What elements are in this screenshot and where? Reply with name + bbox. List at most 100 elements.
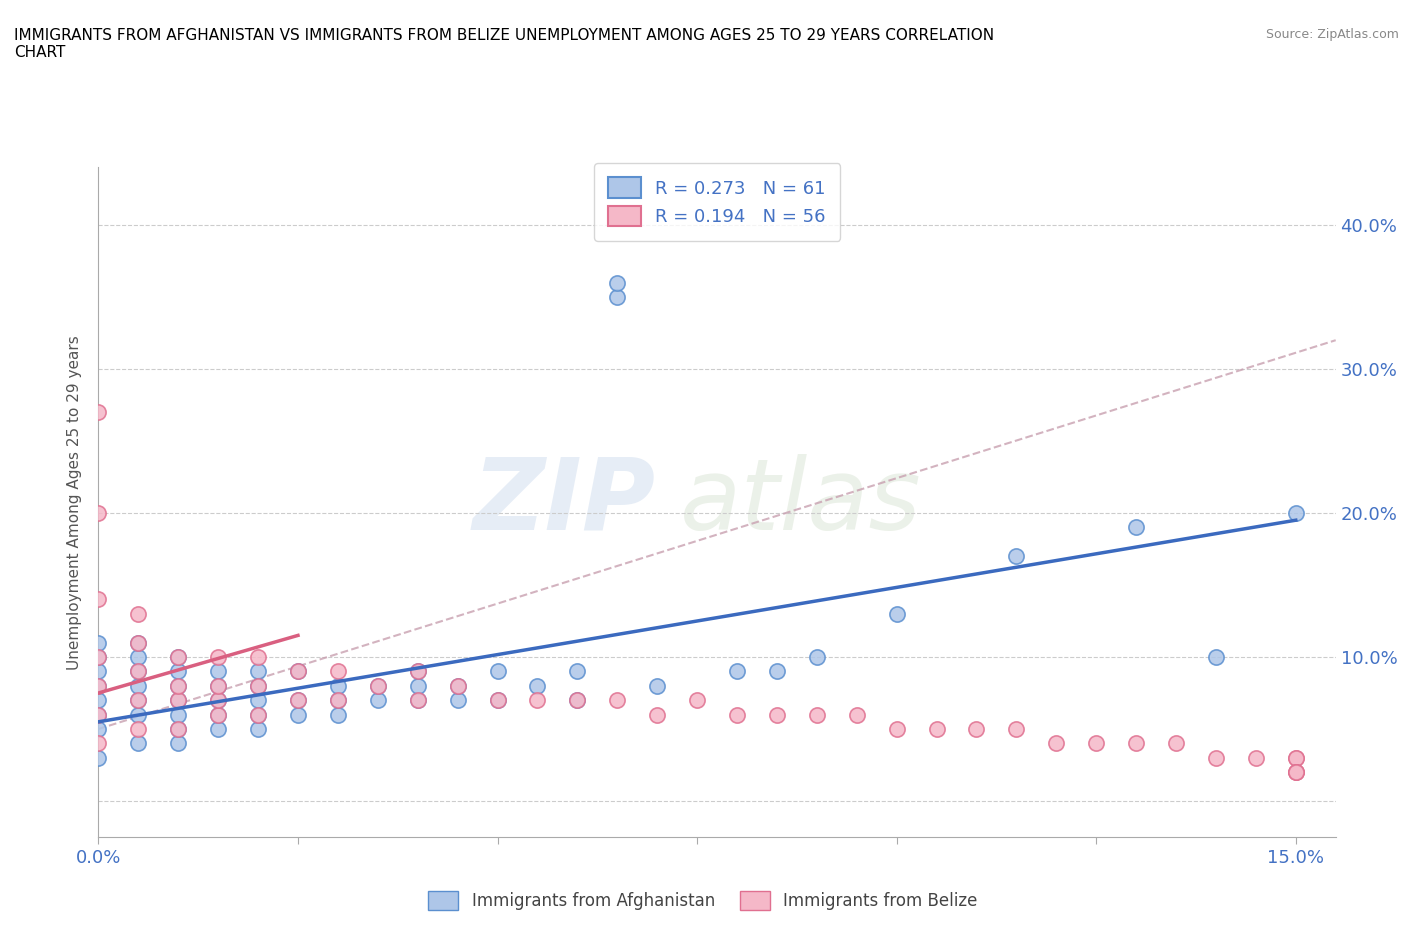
Point xyxy=(127,707,149,722)
Point xyxy=(207,722,229,737)
Point xyxy=(127,693,149,708)
Point xyxy=(287,707,309,722)
Point xyxy=(567,664,589,679)
Legend: Immigrants from Afghanistan, Immigrants from Belize: Immigrants from Afghanistan, Immigrants … xyxy=(422,884,984,917)
Point xyxy=(247,649,270,664)
Point xyxy=(87,693,110,708)
Point xyxy=(1285,506,1308,521)
Point xyxy=(446,678,468,693)
Point xyxy=(1125,736,1147,751)
Point xyxy=(567,693,589,708)
Point xyxy=(1244,751,1267,765)
Point xyxy=(367,678,389,693)
Point xyxy=(287,693,309,708)
Point xyxy=(247,664,270,679)
Text: IMMIGRANTS FROM AFGHANISTAN VS IMMIGRANTS FROM BELIZE UNEMPLOYMENT AMONG AGES 25: IMMIGRANTS FROM AFGHANISTAN VS IMMIGRANT… xyxy=(14,28,994,60)
Point xyxy=(1285,764,1308,779)
Legend: R = 0.273   N = 61, R = 0.194   N = 56: R = 0.273 N = 61, R = 0.194 N = 56 xyxy=(593,163,841,241)
Point xyxy=(247,707,270,722)
Point xyxy=(367,693,389,708)
Point xyxy=(806,649,828,664)
Point xyxy=(87,649,110,664)
Point xyxy=(87,405,110,419)
Point xyxy=(127,635,149,650)
Point xyxy=(247,707,270,722)
Point xyxy=(725,664,748,679)
Point xyxy=(127,736,149,751)
Point xyxy=(207,649,229,664)
Point xyxy=(606,275,628,290)
Point xyxy=(207,693,229,708)
Point xyxy=(127,606,149,621)
Point xyxy=(766,664,789,679)
Point xyxy=(87,736,110,751)
Point xyxy=(1285,764,1308,779)
Point xyxy=(1285,751,1308,765)
Point xyxy=(167,736,190,751)
Point xyxy=(406,664,429,679)
Point xyxy=(287,664,309,679)
Text: Source: ZipAtlas.com: Source: ZipAtlas.com xyxy=(1265,28,1399,41)
Text: ZIP: ZIP xyxy=(472,454,655,551)
Point xyxy=(1045,736,1067,751)
Point xyxy=(247,722,270,737)
Point xyxy=(167,722,190,737)
Point xyxy=(645,707,668,722)
Point xyxy=(247,678,270,693)
Point xyxy=(167,678,190,693)
Point xyxy=(127,722,149,737)
Point xyxy=(326,693,349,708)
Point xyxy=(127,693,149,708)
Point xyxy=(1285,751,1308,765)
Point xyxy=(167,722,190,737)
Point xyxy=(87,707,110,722)
Point xyxy=(167,693,190,708)
Point xyxy=(486,664,509,679)
Point xyxy=(167,649,190,664)
Point xyxy=(446,678,468,693)
Point xyxy=(167,649,190,664)
Point xyxy=(287,664,309,679)
Point xyxy=(486,693,509,708)
Point xyxy=(1285,764,1308,779)
Point xyxy=(686,693,709,708)
Point xyxy=(87,707,110,722)
Point xyxy=(127,664,149,679)
Point xyxy=(406,678,429,693)
Point xyxy=(87,678,110,693)
Point xyxy=(326,693,349,708)
Point xyxy=(207,707,229,722)
Point xyxy=(806,707,828,722)
Point xyxy=(406,693,429,708)
Point xyxy=(87,664,110,679)
Point xyxy=(127,678,149,693)
Point xyxy=(87,722,110,737)
Point xyxy=(326,707,349,722)
Point xyxy=(567,693,589,708)
Point xyxy=(247,693,270,708)
Point xyxy=(207,678,229,693)
Point xyxy=(446,693,468,708)
Point xyxy=(167,693,190,708)
Point xyxy=(247,678,270,693)
Point xyxy=(287,693,309,708)
Point xyxy=(167,664,190,679)
Point xyxy=(87,751,110,765)
Point xyxy=(526,678,548,693)
Point xyxy=(1085,736,1108,751)
Point xyxy=(127,664,149,679)
Point xyxy=(486,693,509,708)
Point xyxy=(645,678,668,693)
Point xyxy=(886,606,908,621)
Point xyxy=(1005,722,1028,737)
Point xyxy=(925,722,948,737)
Point xyxy=(87,592,110,607)
Point xyxy=(725,707,748,722)
Point xyxy=(1125,520,1147,535)
Point xyxy=(1205,751,1227,765)
Point xyxy=(367,678,389,693)
Point xyxy=(326,678,349,693)
Point xyxy=(127,635,149,650)
Point xyxy=(606,289,628,304)
Point xyxy=(606,693,628,708)
